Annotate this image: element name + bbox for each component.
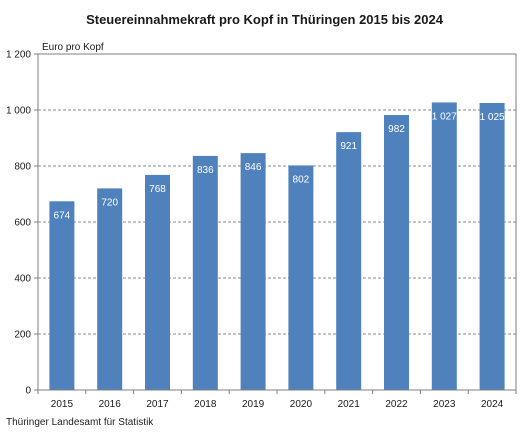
y-tick-label: 800 — [14, 162, 31, 173]
data-label: 846 — [245, 162, 262, 173]
bars: 674 720 768 836 846 802 921 982 1 027 1 025 — [49, 102, 505, 390]
y-axis-label: Euro pro Kopf — [42, 42, 104, 53]
y-tick-label: 1 000 — [6, 106, 31, 117]
y-tick-label: 200 — [14, 330, 31, 341]
data-label: 1 027 — [432, 111, 457, 122]
x-axis-ticks: 2015 2016 2017 2018 2019 2020 2021 2022 2023 2024 — [37, 390, 517, 410]
x-tick-label: 2023 — [433, 399, 456, 410]
data-label: 720 — [101, 197, 118, 208]
x-tick-label: 2015 — [51, 399, 74, 410]
bar — [49, 201, 75, 390]
data-label: 921 — [340, 141, 357, 152]
x-tick-label: 2020 — [290, 399, 313, 410]
data-label: 1 025 — [480, 112, 505, 123]
data-label: 982 — [388, 124, 405, 135]
chart-title: Steuereinnahmekraft pro Kopf in Thüringe… — [86, 12, 443, 27]
y-tick-label: 600 — [14, 218, 31, 229]
x-tick-label: 2016 — [99, 399, 122, 410]
data-label: 836 — [197, 165, 214, 176]
x-tick-label: 2017 — [146, 399, 169, 410]
source-note: Thüringer Landesamt für Statistik — [6, 417, 154, 428]
data-label: 802 — [293, 174, 310, 185]
x-tick-label: 2024 — [481, 399, 504, 410]
data-label: 768 — [149, 184, 166, 195]
data-label: 674 — [54, 210, 71, 221]
y-tick-label: 1 200 — [6, 50, 31, 61]
bar — [479, 103, 505, 390]
bar — [336, 132, 362, 390]
x-tick-label: 2022 — [385, 399, 408, 410]
bar — [384, 115, 409, 390]
bar — [145, 174, 170, 390]
bar — [288, 165, 314, 390]
bar — [97, 188, 123, 390]
plot-frame — [37, 53, 517, 391]
x-tick-label: 2018 — [194, 399, 217, 410]
bar — [192, 155, 218, 390]
y-axis-ticks: 0 200 400 600 800 1 000 1 200 — [6, 50, 38, 397]
y-tick-label: 400 — [14, 274, 31, 285]
y-tick-label: 0 — [25, 386, 31, 397]
x-tick-label: 2021 — [338, 399, 361, 410]
bar — [431, 102, 457, 390]
bar — [240, 153, 266, 390]
x-tick-label: 2019 — [242, 399, 265, 410]
